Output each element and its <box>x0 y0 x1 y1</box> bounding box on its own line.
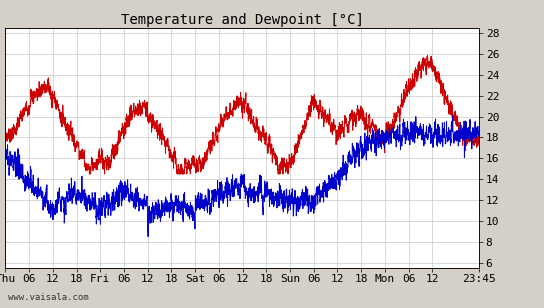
Title: Temperature and Dewpoint [°C]: Temperature and Dewpoint [°C] <box>121 13 363 26</box>
Text: www.vaisala.com: www.vaisala.com <box>8 293 89 302</box>
